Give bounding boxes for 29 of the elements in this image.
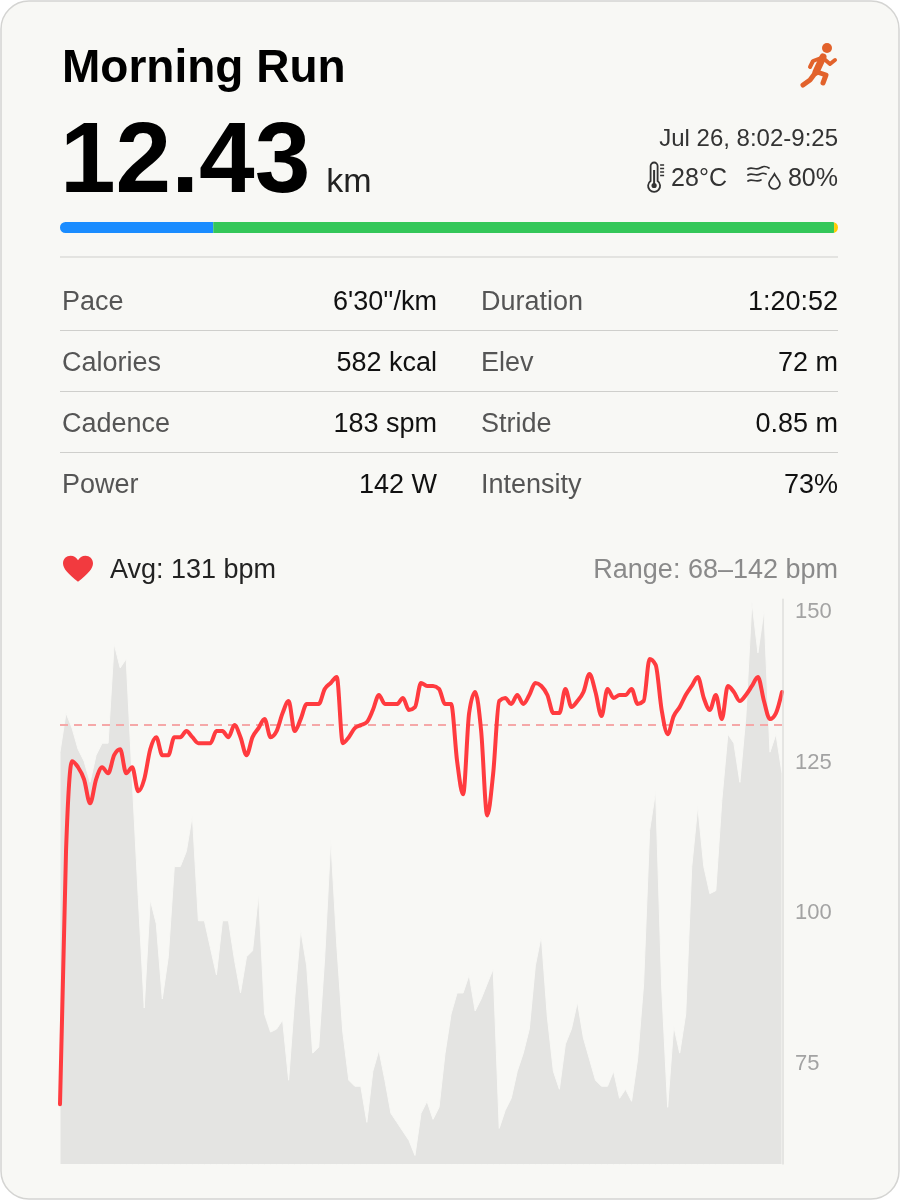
- text: 28°C: [671, 163, 727, 191]
- chart-subtitle: Range: 68–142 bpm: [593, 553, 838, 584]
- text: 1:20:52: [747, 286, 838, 316]
- text: 80%: [787, 163, 838, 191]
- line-series: [58, 656, 784, 1107]
- y-tick-label: 100: [795, 899, 832, 925]
- y-tick-label: 150: [795, 598, 832, 624]
- chart-title: Avg: 131 bpm: [110, 553, 277, 584]
- y-tick-label: 75: [795, 1049, 820, 1075]
- text: Morning Run: [62, 40, 346, 92]
- text: 6'30''/km: [332, 286, 437, 316]
- y-tick-label: 125: [795, 748, 832, 774]
- text: Intensity: [481, 469, 583, 499]
- text: km: [326, 161, 372, 199]
- text: 142 W: [358, 469, 438, 499]
- text: Calories: [62, 347, 162, 377]
- text: Jul 26, 8:02-9:25: [659, 124, 838, 151]
- text: 0.85 m: [755, 408, 838, 438]
- text: Stride: [481, 408, 552, 438]
- text: 72 m: [777, 347, 838, 377]
- text: Elev: [481, 347, 535, 377]
- text: 582 kcal: [336, 347, 437, 377]
- text: Duration: [481, 286, 584, 316]
- text: Power: [62, 469, 139, 499]
- text: 12.43: [60, 101, 311, 213]
- text: 73%: [783, 469, 838, 499]
- text: Cadence: [62, 408, 171, 438]
- text: 183 spm: [333, 408, 437, 438]
- text: Pace: [62, 286, 124, 316]
